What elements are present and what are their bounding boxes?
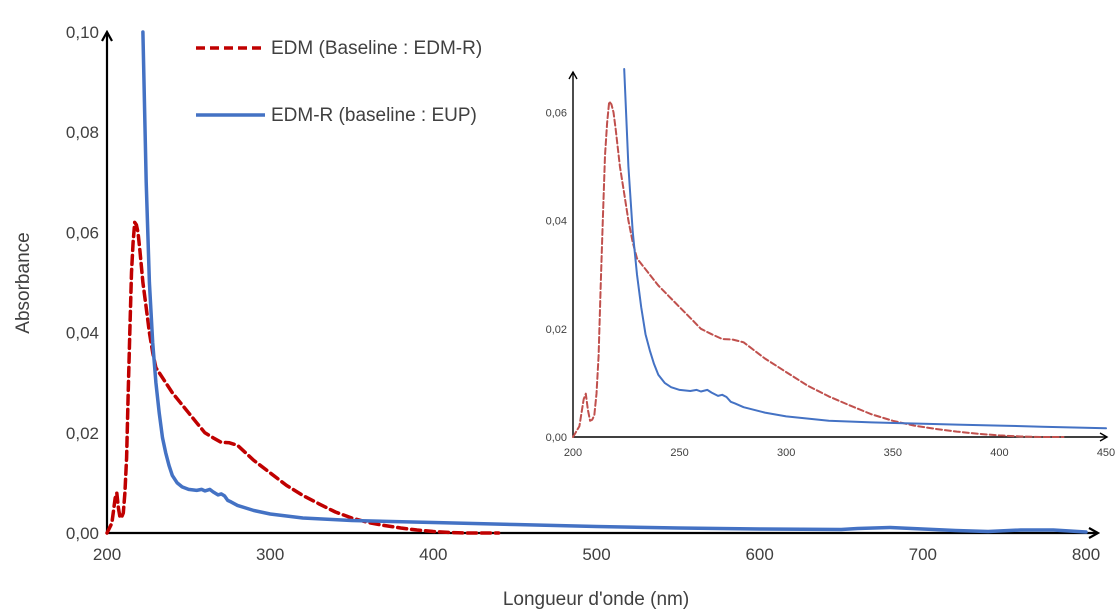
- main-y-tick-labels: 0,00 0,02 0,04 0,06 0,08 0,10: [66, 23, 99, 543]
- legend: EDM (Baseline : EDM-R) EDM-R (baseline :…: [196, 38, 482, 126]
- main-plot: 0,00 0,02 0,04 0,06 0,08 0,10 200 300 400 500 600…: [13, 23, 1100, 610]
- main-y-tick-label: 0,00: [66, 524, 99, 543]
- main-series-edm-line: [105, 220, 501, 535]
- inset-y-tick-label: 0,02: [546, 324, 567, 336]
- main-y-tick-label: 0,02: [66, 424, 99, 443]
- main-series: [105, 30, 1088, 535]
- main-y-tick-label: 0,04: [66, 324, 99, 343]
- main-y-tick-label: 0,08: [66, 123, 99, 142]
- inset-x-tick-label: 450: [1097, 447, 1115, 459]
- main-series-edm-r-line: [141, 30, 1088, 534]
- inset-y-tick-label: 0,04: [546, 216, 567, 228]
- inset-series-edm-r-line: [623, 68, 1107, 430]
- main-x-tick-label: 800: [1072, 545, 1100, 564]
- main-x-tick-label: 400: [419, 545, 447, 564]
- inset-x-tick-label: 300: [777, 447, 795, 459]
- main-x-tick-labels: 200 300 400 500 600 700 800: [93, 545, 1100, 564]
- main-x-tick-label: 500: [582, 545, 610, 564]
- inset-x-tick-label: 250: [670, 447, 688, 459]
- inset-x-tick-label: 200: [564, 447, 582, 459]
- inset-x-tick-label: 350: [884, 447, 902, 459]
- main-x-tick-label: 300: [256, 545, 284, 564]
- inset-y-tick-label: 0,00: [546, 432, 567, 444]
- x-axis-label: Longueur d'onde (nm): [503, 589, 689, 610]
- main-y-tick-label: 0,06: [66, 223, 99, 242]
- inset-x-tick-label: 400: [990, 447, 1008, 459]
- main-y-tick-label: 0,10: [66, 23, 99, 42]
- main-x-tick-label: 700: [909, 545, 937, 564]
- inset-y-tick-labels: 0,00 0,02 0,04 0,06: [546, 107, 567, 444]
- main-x-tick-label: 200: [93, 545, 121, 564]
- legend-label-edm: EDM (Baseline : EDM-R): [271, 38, 482, 59]
- inset-plot: 0,00 0,02 0,04 0,06 200 250 300 350 400 450: [546, 68, 1115, 459]
- inset-x-tick-labels: 200 250 300 350 400 450: [564, 447, 1115, 459]
- inset-series-edm-line: [572, 100, 1065, 438]
- inset-series: [572, 68, 1107, 438]
- y-axis-label: Absorbance: [13, 232, 34, 333]
- legend-label-edm-r: EDM-R (baseline : EUP): [271, 105, 477, 126]
- main-x-tick-label: 600: [745, 545, 773, 564]
- inset-y-tick-label: 0,06: [546, 107, 567, 119]
